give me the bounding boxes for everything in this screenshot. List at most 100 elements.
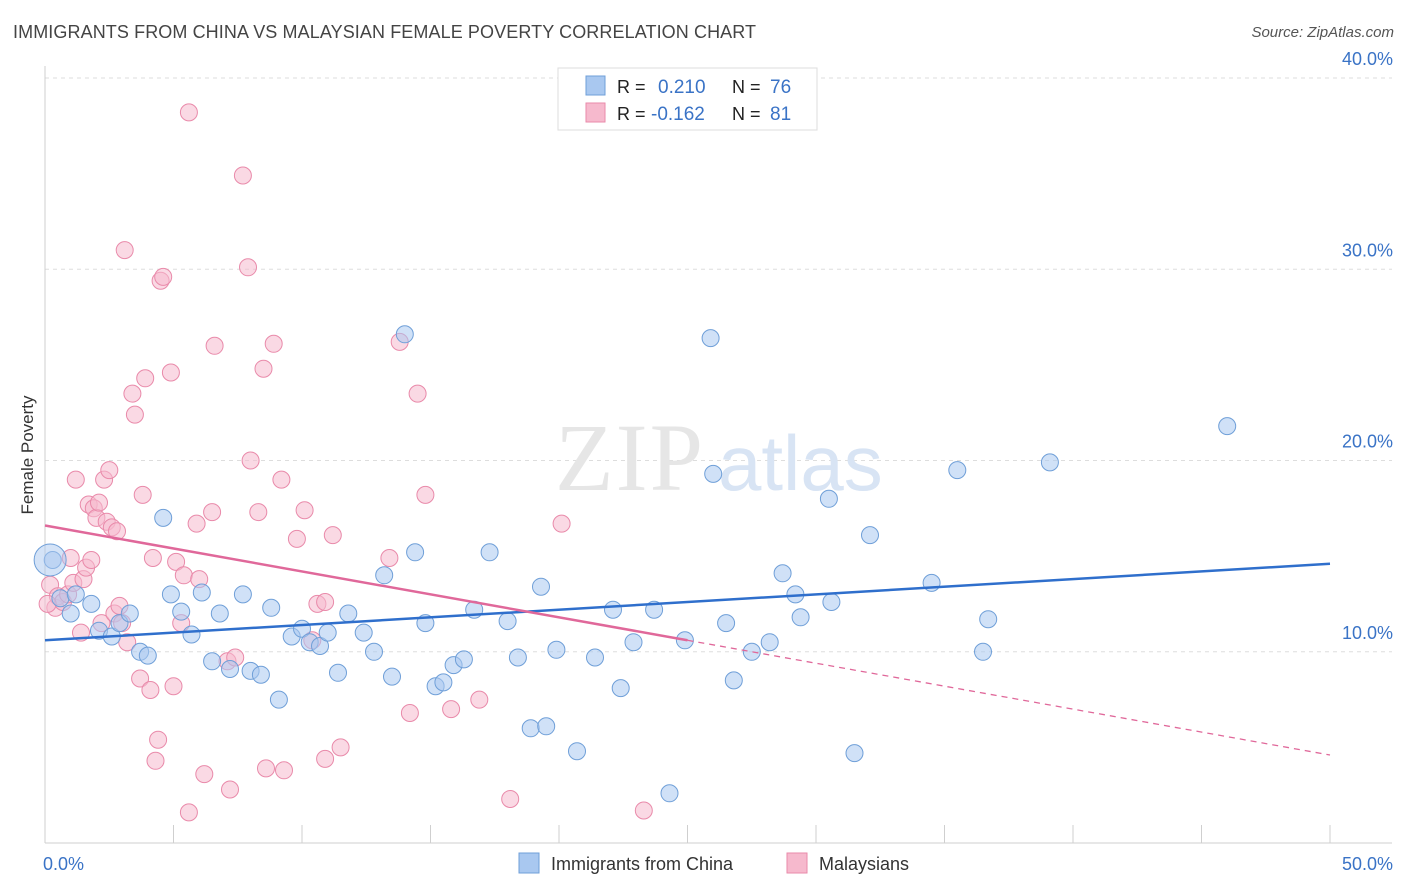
legend-china-n-value: 76 bbox=[770, 77, 791, 98]
watermark-zip: ZIP bbox=[555, 404, 705, 511]
malaysia-point bbox=[221, 780, 239, 799]
legend-china-r-label: R = bbox=[617, 77, 646, 97]
chart-title: IMMIGRANTS FROM CHINA VS MALAYSIAN FEMAL… bbox=[13, 22, 757, 42]
china-point bbox=[521, 719, 540, 738]
malaysia-point bbox=[295, 501, 314, 520]
china-point-large bbox=[33, 543, 67, 577]
trend-layer bbox=[44, 524, 1331, 756]
china-point bbox=[161, 585, 180, 604]
legend-bottom-malaysia-label: Malaysians bbox=[819, 854, 909, 874]
china-point bbox=[791, 608, 810, 627]
legend-china-n-label: N = bbox=[732, 77, 761, 97]
china-point bbox=[660, 784, 679, 803]
china-point bbox=[704, 464, 723, 483]
malaysia-point bbox=[316, 593, 335, 611]
malaysia-point bbox=[323, 526, 342, 545]
malaysia-point bbox=[442, 700, 461, 719]
china-point bbox=[251, 665, 270, 684]
china-point bbox=[182, 625, 201, 644]
y-axis-title: Female Poverty bbox=[18, 395, 37, 515]
malaysia-point bbox=[331, 738, 350, 757]
china-point bbox=[339, 604, 358, 623]
malaysia-point bbox=[125, 405, 144, 424]
malaysia-point bbox=[174, 566, 193, 585]
x-tick-label-min: 0.0% bbox=[43, 854, 84, 874]
china-point bbox=[760, 633, 779, 652]
malaysia-point bbox=[146, 751, 165, 770]
china-point bbox=[434, 673, 453, 692]
china-point bbox=[845, 744, 864, 763]
malaysia-point bbox=[241, 451, 260, 470]
china-point bbox=[537, 717, 556, 736]
malaysia-point bbox=[149, 730, 168, 749]
china-point bbox=[948, 461, 967, 480]
china-point bbox=[498, 612, 517, 631]
malaysia-point bbox=[400, 704, 419, 722]
malaysia-point bbox=[254, 359, 273, 378]
malaysia-point bbox=[408, 384, 427, 403]
china-point bbox=[586, 648, 604, 667]
china-point bbox=[979, 610, 998, 629]
china-point bbox=[51, 589, 70, 608]
china-point bbox=[269, 690, 288, 709]
malaysia-point bbox=[161, 363, 180, 382]
china-point bbox=[1218, 417, 1237, 436]
china-point bbox=[203, 652, 222, 671]
malaysia-point bbox=[275, 761, 293, 780]
source-credit: Source: ZipAtlas.com bbox=[1251, 24, 1394, 41]
malaysia-point bbox=[264, 334, 283, 353]
china-point bbox=[819, 489, 838, 508]
malaysia-point bbox=[470, 690, 489, 709]
malaysia-point bbox=[133, 485, 152, 504]
malaysia-point bbox=[195, 765, 214, 784]
malaysia-point bbox=[179, 103, 198, 122]
china-point bbox=[375, 566, 394, 585]
legend-malaysia-r-value: -0.162 bbox=[651, 104, 705, 125]
malaysia-point bbox=[141, 681, 160, 699]
china-point bbox=[262, 598, 281, 617]
china-point bbox=[406, 543, 425, 562]
malaysia-point bbox=[66, 470, 85, 489]
china-point bbox=[861, 526, 879, 545]
malaysia-point bbox=[167, 552, 186, 571]
china-point bbox=[154, 508, 173, 527]
malaysia-point bbox=[179, 803, 198, 822]
china-trend-line bbox=[44, 562, 1331, 642]
china-point bbox=[172, 602, 191, 621]
malaysia-point bbox=[115, 241, 134, 260]
legend-bottom-malaysia-swatch bbox=[786, 852, 808, 874]
malaysia-point bbox=[287, 529, 306, 548]
china-point bbox=[61, 604, 80, 623]
china-point bbox=[329, 663, 347, 682]
china-point bbox=[365, 642, 383, 661]
china-point bbox=[210, 604, 229, 623]
china-point bbox=[354, 623, 373, 642]
malaysia-point bbox=[154, 267, 173, 286]
legend-bottom: Immigrants from China Malaysians bbox=[518, 852, 909, 874]
china-point bbox=[701, 329, 720, 348]
malaysia-point bbox=[143, 549, 162, 567]
china-point bbox=[66, 585, 85, 604]
china-point bbox=[82, 594, 101, 613]
legend-malaysia-swatch bbox=[585, 102, 606, 123]
malaysia-point bbox=[123, 384, 142, 403]
china-point bbox=[974, 642, 992, 661]
china-point bbox=[508, 648, 527, 667]
malaysia-point bbox=[501, 790, 520, 808]
y-tick-label: 30.0% bbox=[1342, 240, 1393, 260]
malaysia-point bbox=[203, 503, 222, 522]
china-point bbox=[383, 667, 401, 686]
watermark-atlas: atlas bbox=[718, 419, 883, 507]
malaysia-point bbox=[316, 749, 335, 768]
legend-malaysia-n-label: N = bbox=[732, 104, 761, 124]
malaysia-point bbox=[272, 470, 291, 489]
malaysia-trend-extension bbox=[687, 639, 1331, 756]
china-point bbox=[192, 583, 211, 602]
china-point bbox=[822, 593, 841, 611]
china-point bbox=[311, 637, 329, 655]
china-point bbox=[717, 614, 736, 633]
malaysia-point bbox=[90, 493, 108, 512]
china-point bbox=[547, 640, 566, 659]
china-point bbox=[138, 646, 157, 665]
y-tick-label: 10.0% bbox=[1342, 623, 1393, 643]
